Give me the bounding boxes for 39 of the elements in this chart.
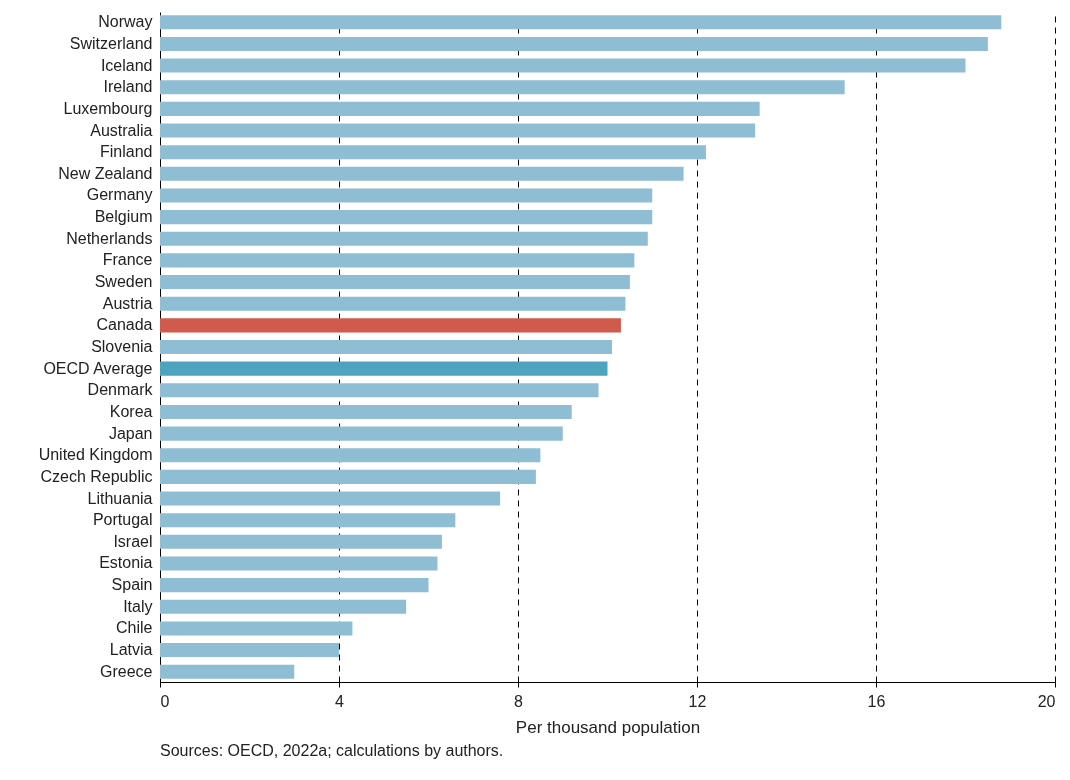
y-tick-label: Germany <box>86 186 153 204</box>
y-tick-label: Estonia <box>99 554 153 572</box>
y-tick-label: OECD Average <box>43 359 153 377</box>
y-tick-label: Ireland <box>103 78 153 96</box>
y-tick-label: Greece <box>100 662 153 680</box>
y-tick-label: Belgium <box>94 208 153 226</box>
y-tick-label: Lithuania <box>87 489 153 507</box>
y-tick-label: Latvia <box>109 641 153 659</box>
y-tick-label: Netherlands <box>66 229 153 247</box>
y-tick-label: Italy <box>123 597 153 615</box>
y-tick-label: Israel <box>113 532 153 550</box>
x-tick-label: 4 <box>335 692 345 710</box>
y-tick-label: Austria <box>102 294 153 312</box>
y-tick-label: Australia <box>90 121 153 139</box>
y-tick-label: Chile <box>116 619 153 637</box>
x-axis-title: Per thousand population <box>515 717 701 737</box>
y-tick-label: Spain <box>111 576 153 594</box>
x-tick-label: 12 <box>688 692 707 710</box>
y-tick-label: Switzerland <box>69 34 153 52</box>
y-tick-label: France <box>102 251 153 269</box>
y-tick-label: Norway <box>98 13 153 31</box>
x-tick-label: 0 <box>160 692 170 710</box>
x-tick-label: 8 <box>514 692 524 710</box>
y-tick-label: Portugal <box>92 511 153 529</box>
y-tick-label: New Zealand <box>58 164 153 182</box>
y-tick-label: United Kingdom <box>38 446 153 464</box>
y-tick-label: Iceland <box>100 56 153 74</box>
y-tick-label: Sweden <box>94 273 153 291</box>
x-tick-label: 20 <box>1037 692 1056 710</box>
y-tick-label: Japan <box>108 424 153 442</box>
y-tick-label: Canada <box>96 316 153 334</box>
y-tick-label: Czech Republic <box>40 467 153 485</box>
y-tick-label: Slovenia <box>91 338 153 355</box>
y-tick-label: Korea <box>109 402 153 420</box>
y-tick-label: Finland <box>100 143 153 161</box>
y-tick-label: Denmark <box>87 381 154 399</box>
x-tick-label: 16 <box>867 692 886 710</box>
y-tick-label: Luxembourg <box>63 99 153 117</box>
source-note: Sources: OECD, 2022a; calculations by authors. <box>160 742 504 759</box>
